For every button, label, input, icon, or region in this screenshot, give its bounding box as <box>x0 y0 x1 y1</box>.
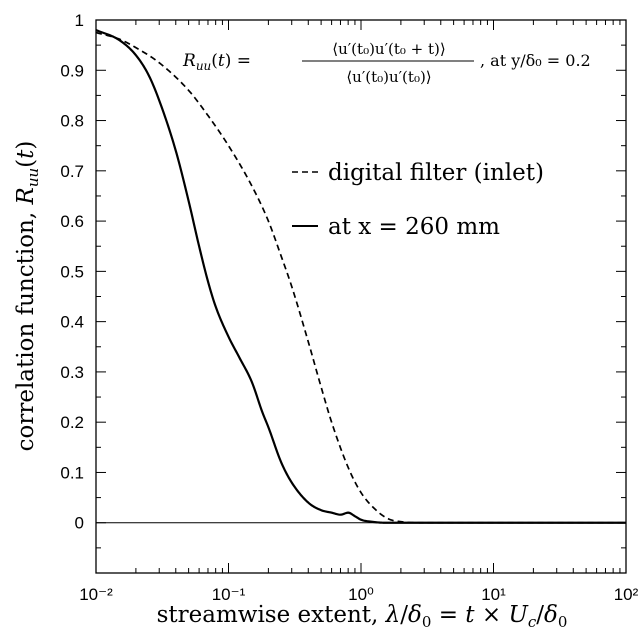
x-tick-label: 10⁻¹ <box>212 585 246 604</box>
y-tick-label: 0.4 <box>60 313 84 332</box>
y-tick-label: 0.7 <box>60 162 84 181</box>
series-lines <box>95 29 626 524</box>
axis-ticks <box>95 19 627 574</box>
legend: digital filter (inlet) at x = 260 mm <box>292 160 544 240</box>
y-tick-label: 0 <box>75 514 84 533</box>
x-tick-label: 10⁰ <box>348 585 374 604</box>
x-tick-label: 10⁻² <box>79 585 113 604</box>
x-tick-label: 10² <box>614 585 639 604</box>
y-tick-label: 0.9 <box>60 61 84 80</box>
x-axis-label: streamwise extent, λ/δ0 = t × Uc/δ0 <box>157 602 568 631</box>
legend-label-260mm: at x = 260 mm <box>328 214 500 240</box>
series-line-260mm <box>95 29 626 524</box>
y-axis-label: correlation function, Ruu(t) <box>13 141 42 452</box>
formula-annotation: Ruu(t) = ⟨u′(t₀)u′(t₀ + t)⟩ ⟨u′(t₀)u′(t₀… <box>182 40 591 86</box>
series-line-digital-filter <box>95 31 626 524</box>
formula-numerator: ⟨u′(t₀)u′(t₀ + t)⟩ <box>332 40 445 58</box>
x-tick-label: 10¹ <box>481 585 506 604</box>
y-tick-label: 0.2 <box>60 413 84 432</box>
y-tick-label: 1 <box>75 11 84 30</box>
y-tick-label: 0.6 <box>60 212 84 231</box>
legend-label-digital-filter: digital filter (inlet) <box>328 160 544 186</box>
formula-denominator: ⟨u′(t₀)u′(t₀)⟩ <box>346 68 431 86</box>
axis-tick-labels: 10⁻² 10⁻¹ 10⁰ 10¹ 10² 0 0.1 0.2 0.3 0.4 0.5 0.6 0.7 0… <box>60 11 638 604</box>
y-tick-label: 0.1 <box>60 463 84 482</box>
y-tick-label: 0.5 <box>60 262 84 281</box>
formula-condition: , at y/δ₀ = 0.2 <box>480 51 591 70</box>
formula-lhs: Ruu(t) = <box>182 51 251 73</box>
plot-frame <box>95 19 627 574</box>
y-tick-label: 0.8 <box>60 112 84 131</box>
y-tick-label: 0.3 <box>60 363 84 382</box>
